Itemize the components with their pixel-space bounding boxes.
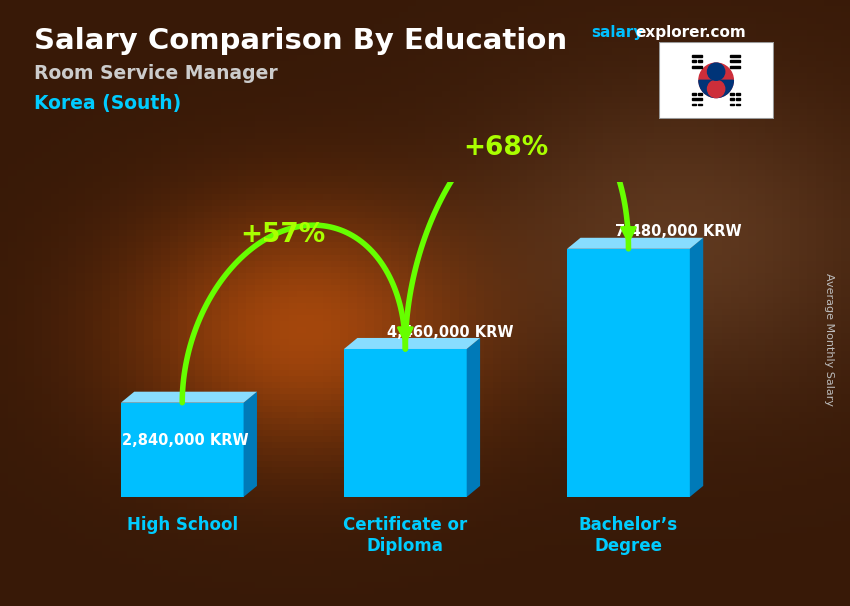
- Polygon shape: [736, 93, 740, 95]
- Text: Korea (South): Korea (South): [34, 94, 181, 113]
- Polygon shape: [121, 391, 257, 403]
- Polygon shape: [730, 61, 740, 62]
- Polygon shape: [693, 104, 696, 105]
- Circle shape: [707, 80, 725, 98]
- Text: 2,840,000 KRW: 2,840,000 KRW: [122, 433, 248, 448]
- Bar: [344, 349, 467, 497]
- Polygon shape: [698, 104, 702, 105]
- Polygon shape: [730, 65, 740, 68]
- Polygon shape: [730, 55, 740, 57]
- Polygon shape: [693, 98, 702, 100]
- Text: explorer.com: explorer.com: [635, 25, 745, 41]
- Polygon shape: [698, 93, 702, 95]
- Text: 4,460,000 KRW: 4,460,000 KRW: [388, 325, 514, 339]
- Bar: [121, 403, 244, 497]
- Text: salary: salary: [591, 25, 643, 41]
- Text: Salary Comparison By Education: Salary Comparison By Education: [34, 27, 567, 55]
- Polygon shape: [467, 338, 480, 497]
- Circle shape: [707, 63, 725, 81]
- Polygon shape: [567, 238, 703, 249]
- Polygon shape: [736, 104, 740, 105]
- Text: Room Service Manager: Room Service Manager: [34, 64, 278, 82]
- Polygon shape: [730, 98, 734, 100]
- Wedge shape: [699, 80, 734, 98]
- Text: Average Monthly Salary: Average Monthly Salary: [824, 273, 834, 406]
- Polygon shape: [693, 55, 702, 57]
- Polygon shape: [693, 61, 696, 62]
- Polygon shape: [244, 391, 257, 497]
- Polygon shape: [698, 61, 702, 62]
- Polygon shape: [659, 42, 774, 119]
- Polygon shape: [730, 93, 734, 95]
- Text: +57%: +57%: [240, 222, 326, 248]
- Circle shape: [699, 63, 734, 98]
- Polygon shape: [736, 98, 740, 100]
- Bar: [567, 249, 690, 497]
- Polygon shape: [690, 238, 703, 497]
- Polygon shape: [693, 93, 696, 95]
- Polygon shape: [693, 65, 702, 68]
- Text: +68%: +68%: [463, 135, 548, 161]
- Polygon shape: [344, 338, 480, 349]
- Text: 7,480,000 KRW: 7,480,000 KRW: [615, 224, 742, 239]
- Polygon shape: [730, 104, 734, 105]
